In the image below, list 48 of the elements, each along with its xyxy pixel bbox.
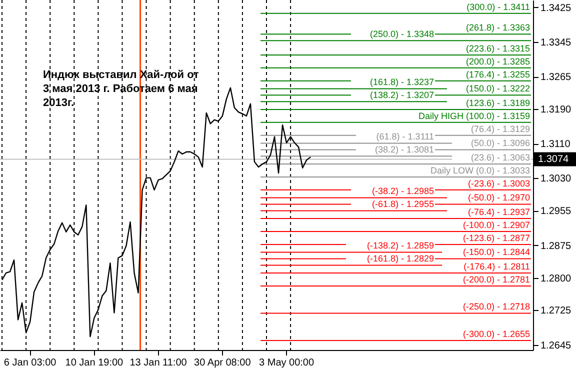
annotation: (250.0) - 1.3348 <box>370 29 434 40</box>
annotation: (-150.0) - 1.2844 <box>462 247 530 258</box>
annotation: (-138.2) - 1.2859 <box>366 240 434 251</box>
annotation: (123.6) - 1.3189 <box>466 98 530 108</box>
annotation: (176.4) - 1.3255 <box>466 69 530 80</box>
y-tick-label: 1.2875 <box>540 240 572 252</box>
y-tick-label: 1.2645 <box>540 340 572 352</box>
annotation: (223.6) - 1.3315 <box>466 43 530 54</box>
annotation: Daily HIGH (100.0) - 1.3159 <box>418 110 530 121</box>
annotation: (-250.0) - 1.2718 <box>462 302 530 312</box>
annotation: (200.0) - 1.3285 <box>466 56 530 66</box>
annotation: (-50.0) - 1.2970 <box>468 192 530 203</box>
annotation: (-100.0) - 1.2907 <box>462 220 530 230</box>
y-tick-label: 1.3030 <box>540 174 572 185</box>
x-tick-label: 6 Jan 03:00 <box>4 358 57 368</box>
y-tick-label: 1.2800 <box>540 273 572 284</box>
ref-line-label: 1.3074 <box>538 154 570 166</box>
y-tick-label: 1.2955 <box>540 206 572 218</box>
x-tick-label: 13 Jan 11:00 <box>130 358 188 368</box>
annotation: (261.8) - 1.3363 <box>466 22 530 33</box>
annotation: (38.2) - 1.3081 <box>374 144 434 155</box>
annotation: (23.6) - 1.3063 <box>470 152 530 162</box>
x-tick-label: 10 Jan 19:00 <box>65 358 124 368</box>
annotation: (150.0) - 1.3222 <box>466 84 530 94</box>
annotation: (-61.8) - 1.2955 <box>372 199 434 210</box>
annotation: (138.2) - 1.3207 <box>370 90 434 100</box>
y-tick-label: 1.3190 <box>540 104 572 116</box>
annotation: (61.8) - 1.3111 <box>376 132 434 142</box>
annotation: (-123.6) - 1.2877 <box>462 232 530 243</box>
y-tick-label: 1.2725 <box>540 306 572 317</box>
annotation: (300.0) - 1.3411 <box>466 2 530 12</box>
annotation: (161.8) - 1.3237 <box>370 77 434 88</box>
y-tick-label: 1.3265 <box>540 72 572 84</box>
annotation: (-38.2) - 1.2985 <box>372 186 434 196</box>
annotation: (-176.4) - 1.2811 <box>464 261 530 272</box>
x-tick-label: 30 Apr 08:00 <box>194 358 252 368</box>
y-tick-label: 1.3425 <box>540 2 572 14</box>
annotation: Daily LOW (0.0) - 1.3033 <box>430 165 530 176</box>
x-tick-label: 3 May 00:00 <box>259 358 314 368</box>
y-tick-label: 1.3110 <box>540 139 571 150</box>
annotation: (50.0) - 1.3096 <box>470 138 530 148</box>
annotation: (-76.4) - 1.2937 <box>468 206 530 217</box>
annotation: (-200.0) - 1.2781 <box>462 274 530 284</box>
annotation: (76.4) - 1.3129 <box>470 124 530 134</box>
annotation: (-300.0) - 1.2655 <box>462 328 530 339</box>
y-tick-label: 1.3345 <box>540 37 572 48</box>
annotation: (-161.8) - 1.2829 <box>366 254 434 264</box>
annotation: (-23.6) - 1.3003 <box>468 178 530 188</box>
